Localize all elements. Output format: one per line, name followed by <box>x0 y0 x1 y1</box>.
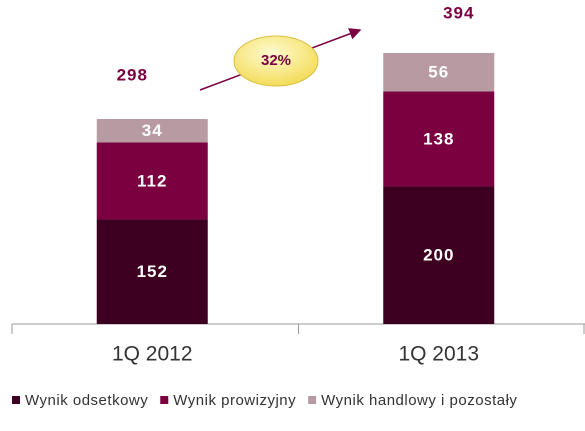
bar-segment <box>383 186 495 324</box>
value-label: 112 <box>137 171 167 190</box>
value-label: 152 <box>137 262 168 281</box>
value-label: 138 <box>423 129 454 148</box>
value-label: 200 <box>423 246 454 265</box>
total-label: 298 <box>117 65 148 84</box>
bar-segment <box>383 53 495 92</box>
legend-label: Wynik odsetkowy <box>25 392 148 409</box>
value-label: 56 <box>428 63 449 82</box>
growth-label: 32% <box>261 52 291 69</box>
legend-swatch <box>160 396 169 404</box>
total-label: 394 <box>443 3 474 22</box>
legend-label: Wynik prowizyjny <box>173 392 296 409</box>
x-tick-label: 1Q 2013 <box>398 343 479 366</box>
bar-segment <box>96 119 208 143</box>
bar-segment <box>96 219 208 324</box>
legend-swatch <box>12 396 20 404</box>
legend-label: Wynik handlowy i pozostały <box>321 392 517 409</box>
legend-swatch <box>308 396 317 404</box>
growth-bubble <box>233 35 319 87</box>
bar-segment <box>96 142 208 220</box>
x-tick-label: 1Q 2012 <box>112 343 193 366</box>
bar-segment <box>383 91 495 187</box>
value-label: 34 <box>142 121 163 140</box>
